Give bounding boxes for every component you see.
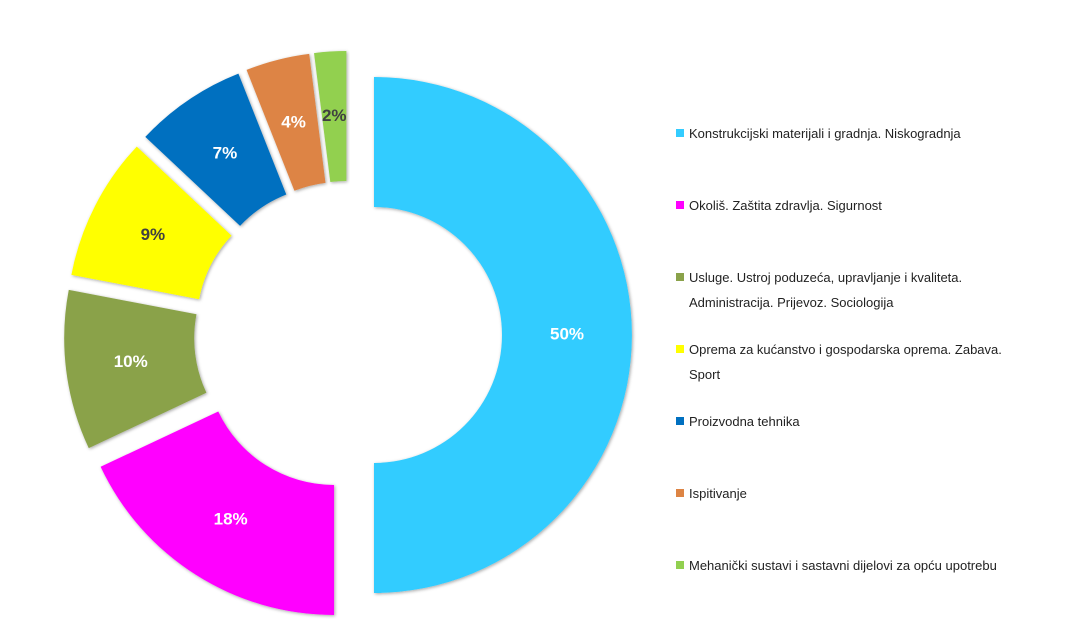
donut-slice	[100, 411, 335, 615]
legend-label: Usluge. Ustroj poduzeća, upravljanje i k…	[689, 270, 963, 310]
legend-label: Okoliš. Zaštita zdravlja. Sigurnost	[689, 198, 882, 213]
data-label: 10%	[114, 352, 148, 371]
legend-label: Oprema za kućanstvo i gospodarska oprema…	[689, 342, 1002, 382]
legend-swatch	[676, 489, 684, 497]
donut-slice	[374, 77, 632, 593]
data-label: 50%	[550, 324, 584, 343]
legend-swatch	[676, 345, 684, 353]
data-label: 7%	[213, 143, 238, 162]
legend-item: Proizvodna tehnika	[676, 409, 1016, 434]
legend-swatch	[676, 129, 684, 137]
legend-item: Konstrukcijski materijali i gradnja. Nis…	[676, 121, 1016, 146]
donut-slice	[71, 146, 232, 300]
data-label: 4%	[281, 112, 306, 131]
legend-swatch	[676, 417, 684, 425]
chart: 50% 18% 10% 9% 7% 4% 2%	[64, 51, 632, 615]
legend-item: Ispitivanje	[676, 481, 1016, 506]
data-label: 2%	[322, 106, 347, 125]
legend-swatch	[676, 201, 684, 209]
donut-slice	[314, 51, 347, 183]
legend-label: Konstrukcijski materijali i gradnja. Nis…	[689, 126, 961, 141]
donut-slice	[145, 73, 287, 226]
legend-label: Ispitivanje	[689, 486, 747, 501]
legend-label: Mehanički sustavi i sastavni dijelovi za…	[689, 558, 997, 573]
legend-item: Oprema za kućanstvo i gospodarska oprema…	[676, 337, 1016, 387]
legend-swatch	[676, 273, 684, 281]
legend-item: Usluge. Ustroj poduzeća, upravljanje i k…	[676, 265, 1016, 315]
donut-slice	[246, 53, 326, 191]
data-label: 9%	[141, 225, 166, 244]
donut-slice	[64, 289, 207, 449]
legend-label: Proizvodna tehnika	[689, 414, 800, 429]
legend-swatch	[676, 561, 684, 569]
data-label: 18%	[214, 509, 248, 528]
legend-item: Mehanički sustavi i sastavni dijelovi za…	[676, 553, 1016, 578]
legend-item: Okoliš. Zaštita zdravlja. Sigurnost	[676, 193, 1016, 218]
